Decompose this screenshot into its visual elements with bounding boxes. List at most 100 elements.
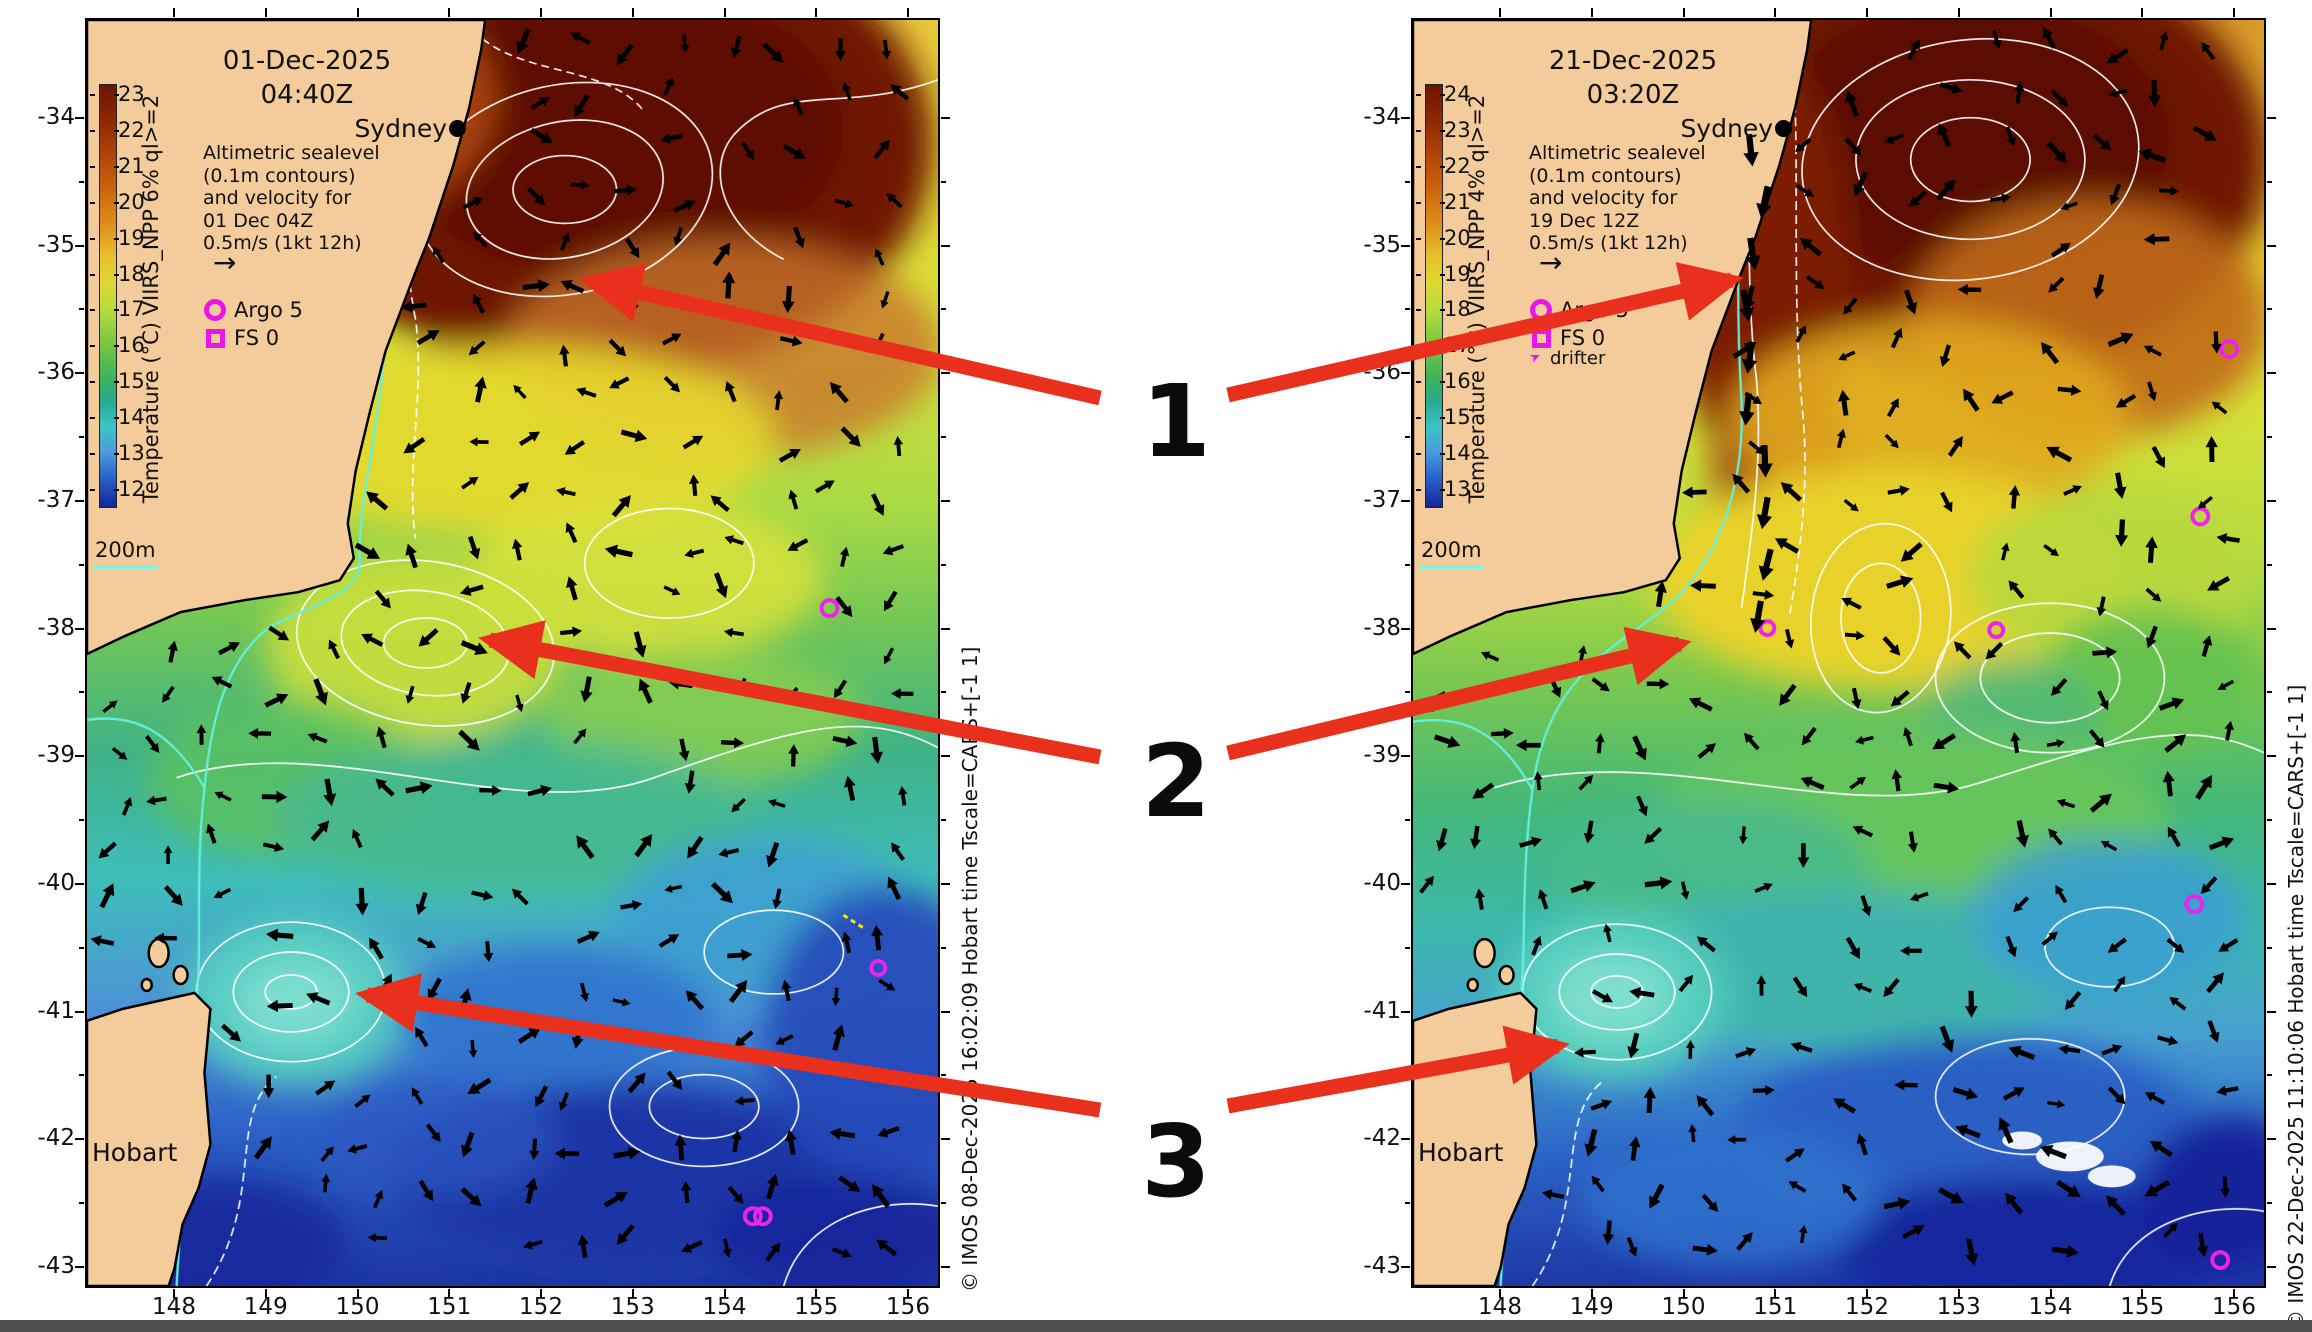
lon-tick-label: 155 xyxy=(794,1294,839,1320)
axis-tick xyxy=(723,1289,726,1298)
axis-tick xyxy=(1440,201,1445,204)
axis-tick xyxy=(941,1265,950,1268)
map-title-time: 03:20Z xyxy=(1586,80,1680,110)
axis-tick xyxy=(1866,8,1868,17)
axis-tick xyxy=(1405,436,1410,439)
argo-legend-label: Argo 5 xyxy=(1560,298,1629,322)
axis-tick xyxy=(2267,244,2276,247)
argo-float-markers xyxy=(742,598,888,1227)
axis-tick xyxy=(448,1289,451,1298)
axis-tick xyxy=(75,627,84,630)
axis-tick xyxy=(1416,94,1421,96)
axis-tick xyxy=(75,1138,84,1141)
axis-tick xyxy=(114,345,119,348)
lat-tick-label: -43 xyxy=(37,1252,75,1279)
velocity-scale-arrow-icon: → xyxy=(213,246,237,279)
axis-tick xyxy=(2267,755,2276,758)
colorbar-tick-label: 13 xyxy=(1444,476,1471,501)
lon-tick-label: 156 xyxy=(2212,1294,2256,1320)
axis-tick xyxy=(1416,381,1421,384)
axis-tick xyxy=(79,946,84,949)
axis-tick xyxy=(2267,180,2272,183)
axis-tick xyxy=(540,1289,542,1298)
axis-tick xyxy=(2049,8,2052,17)
axis-tick xyxy=(2049,1289,2052,1298)
colorbar-tick-label: 15 xyxy=(118,369,145,394)
axis-tick xyxy=(907,1289,909,1298)
fs-legend-label: FS 0 xyxy=(1560,326,1606,350)
drifter-legend-label: drifter xyxy=(1550,348,1606,369)
axis-tick xyxy=(2141,8,2144,17)
axis-tick xyxy=(90,417,95,420)
axis-tick xyxy=(1440,94,1445,96)
axis-tick xyxy=(114,381,119,384)
lat-tick-label: -37 xyxy=(1363,486,1401,513)
axis-tick xyxy=(1405,1202,1410,1205)
colorbar-tick-label: 22 xyxy=(118,117,145,142)
argo-float-markers xyxy=(1758,338,2240,1271)
axis-tick xyxy=(2267,819,2272,822)
colorbar-tick-label: 18 xyxy=(118,261,145,286)
lon-tick-label: 155 xyxy=(2120,1294,2165,1320)
axis-tick xyxy=(114,201,119,204)
axis-tick xyxy=(448,8,451,17)
colorbar-tick-label: 14 xyxy=(1444,441,1471,465)
city-label-hobart: Hobart xyxy=(1418,1138,1504,1167)
lon-tick-label: 150 xyxy=(1661,1294,1706,1320)
axis-tick xyxy=(2267,117,2276,119)
axis-tick xyxy=(2267,499,2276,502)
axis-tick xyxy=(1440,165,1445,168)
axis-tick xyxy=(1416,201,1421,204)
axis-tick xyxy=(941,563,946,566)
axis-tick xyxy=(79,691,84,694)
axis-tick xyxy=(90,129,95,132)
depth-200m-line xyxy=(1419,566,1483,569)
axis-tick xyxy=(2267,627,2276,630)
axis-tick xyxy=(631,1289,634,1298)
colorbar-tick-label: 19 xyxy=(1444,261,1471,286)
axis-tick xyxy=(90,309,95,312)
axis-tick xyxy=(1416,129,1421,132)
axis-tick xyxy=(264,8,267,17)
axis-tick xyxy=(2267,1138,2276,1141)
imos-attribution-right: © IMOS 22-Dec-2025 11:10:06 Hobart time … xyxy=(2284,684,2308,1330)
map-title-time: 04:40Z xyxy=(260,80,354,110)
axis-tick xyxy=(941,372,950,375)
axis-tick xyxy=(907,8,909,17)
axis-tick xyxy=(75,755,84,758)
depth-200m-line xyxy=(93,566,157,569)
axis-tick xyxy=(1590,8,1593,17)
axis-tick xyxy=(2267,946,2272,949)
axis-tick xyxy=(1405,819,1410,822)
axis-tick xyxy=(1682,8,1685,17)
axis-tick xyxy=(941,819,946,822)
axis-tick xyxy=(1416,165,1421,168)
lat-tick-label: -40 xyxy=(37,869,75,896)
axis-tick xyxy=(75,882,84,885)
map-title-date: 01-Dec-2025 xyxy=(222,46,392,76)
lon-tick-label: 153 xyxy=(610,1294,655,1320)
axis-tick xyxy=(2267,372,2276,375)
axis-tick xyxy=(90,273,95,276)
colorbar-tick-label: 24 xyxy=(1444,82,1471,106)
axis-tick xyxy=(2267,882,2276,885)
axis-tick xyxy=(114,273,119,276)
lat-tick-label: -39 xyxy=(37,742,75,769)
temperature-colorbar xyxy=(99,84,117,508)
axis-tick xyxy=(79,1074,84,1077)
lon-tick-label: 154 xyxy=(702,1294,747,1320)
axis-tick xyxy=(1401,244,1410,247)
axis-tick xyxy=(90,453,95,455)
axis-tick xyxy=(79,436,84,439)
axis-tick xyxy=(1416,237,1421,240)
axis-tick xyxy=(79,180,84,183)
axis-tick xyxy=(79,308,84,311)
lat-tick-label: -38 xyxy=(1363,614,1401,641)
axis-tick xyxy=(90,201,95,204)
lat-tick-label: -38 xyxy=(37,614,75,641)
sst-map-panel-right: 21-Dec-2025 03:20Z Sydney Hobart Altimet… xyxy=(1411,18,2266,1288)
imos-attribution-left: © IMOS 08-Dec-2025 16:02:09 Hobart time … xyxy=(958,646,982,1292)
axis-tick xyxy=(1405,946,1410,949)
depth-200m-label: 200m xyxy=(95,538,156,562)
sydney-dot xyxy=(1775,120,1792,137)
